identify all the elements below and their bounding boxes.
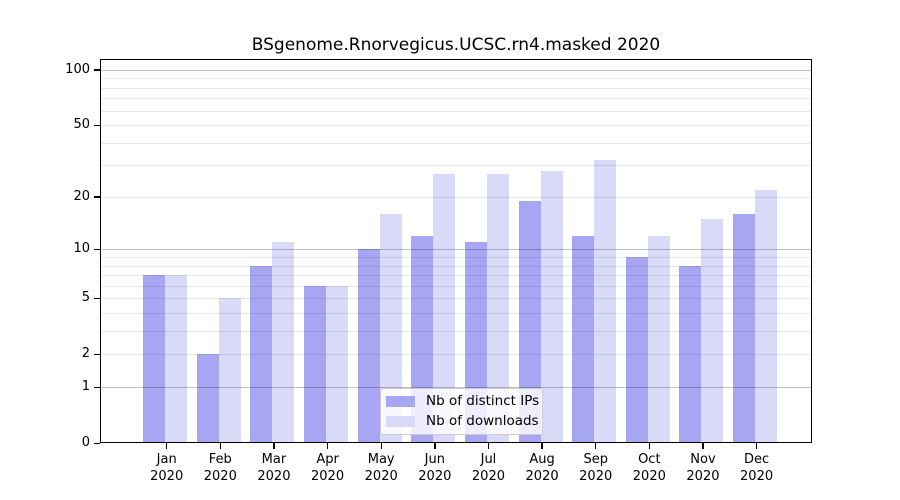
bar-jan-downloads	[165, 275, 188, 444]
gridline-8	[100, 265, 812, 267]
x-tick-label-mar: Mar 2020	[257, 452, 291, 485]
bar-feb-ips	[196, 354, 219, 444]
y-tick-5	[94, 297, 100, 300]
gridline-70	[100, 98, 812, 100]
x-tick-may	[380, 443, 382, 450]
x-tick-nov	[702, 443, 704, 450]
y-tick-label-2: 2	[81, 346, 90, 362]
x-tick-label-sep: Sep 2020	[579, 452, 613, 485]
gridline-20	[100, 196, 812, 198]
bar-may-ips	[357, 249, 380, 444]
gridline-40	[100, 142, 812, 144]
legend-entry-downloads: Nb of downloads	[386, 413, 539, 429]
chart-title: BSgenome.Rnorvegicus.UCSC.rn4.masked 202…	[251, 35, 661, 55]
y-tick-1	[94, 386, 100, 388]
gridline-5	[100, 298, 812, 300]
bar-mar-ips	[250, 265, 273, 444]
x-tick-feb	[219, 443, 222, 450]
x-tick-label-aug: Aug 2020	[525, 452, 559, 485]
y-tick-label-100: 100	[65, 61, 90, 77]
legend-swatch-distinct-ips	[386, 396, 415, 407]
x-tick-label-jun: Jun 2020	[418, 452, 452, 485]
gridline-100	[100, 69, 812, 71]
bar-jan-ips	[143, 275, 166, 444]
x-tick-sep	[595, 443, 597, 450]
y-tick-0	[94, 442, 100, 444]
x-tick-dec	[755, 443, 758, 450]
x-tick-label-may: May 2020	[364, 452, 398, 485]
bar-oct-ips	[625, 257, 648, 444]
y-tick-10	[94, 248, 100, 250]
legend: Nb of distinct IPs Nb of downloads	[380, 388, 543, 435]
x-tick-jan	[166, 443, 168, 450]
bar-aug-ips	[518, 200, 541, 444]
y-tick-2	[94, 353, 100, 356]
bar-nov-downloads	[701, 218, 724, 444]
bar-oct-downloads	[647, 235, 670, 444]
x-tick-label-apr: Apr 2020	[311, 452, 345, 485]
x-tick-label-jul: Jul 2020	[471, 452, 505, 485]
x-tick-label-oct: Oct 2020	[632, 452, 666, 485]
bar-sep-downloads	[594, 160, 617, 444]
bar-sep-ips	[572, 235, 595, 444]
bar-apr-ips	[304, 285, 327, 444]
bar-feb-downloads	[218, 298, 241, 444]
y-tick-label-0: 0	[81, 435, 90, 451]
bar-apr-downloads	[326, 285, 349, 444]
legend-swatch-downloads	[386, 416, 415, 427]
bar-jul-downloads	[486, 173, 509, 444]
x-tick-label-jan: Jan 2020	[150, 452, 184, 485]
gridline-7	[100, 275, 812, 277]
gridline-6	[100, 285, 812, 287]
gridline-60	[100, 110, 812, 112]
y-tick-label-1: 1	[81, 379, 90, 395]
y-tick-label-50: 50	[73, 117, 90, 133]
x-tick-mar	[273, 443, 275, 450]
bar-dec-downloads	[755, 189, 778, 444]
y-tick-50	[94, 124, 100, 126]
legend-label-distinct-ips: Nb of distinct IPs	[426, 393, 540, 409]
x-tick-jun	[434, 443, 436, 450]
y-tick-label-5: 5	[81, 290, 90, 306]
bar-nov-ips	[679, 265, 702, 444]
gridline-10	[100, 249, 812, 251]
bar-mar-downloads	[272, 242, 295, 444]
gridline-3	[100, 331, 812, 333]
x-tick-label-dec: Dec 2020	[740, 452, 774, 485]
bar-may-downloads	[379, 214, 402, 444]
legend-entry-distinct-ips: Nb of distinct IPs	[386, 393, 540, 409]
x-tick-oct	[648, 443, 651, 450]
x-tick-apr	[326, 443, 329, 450]
bar-jun-downloads	[433, 173, 456, 444]
gridline-2	[100, 354, 812, 356]
gridline-1	[100, 387, 812, 389]
x-tick-label-nov: Nov 2020	[686, 452, 720, 485]
y-tick-label-10: 10	[73, 241, 90, 257]
gridline-9	[100, 257, 812, 259]
bar-aug-downloads	[540, 170, 563, 444]
gridline-80	[100, 87, 812, 89]
gridline-4	[100, 313, 812, 315]
gridline-90	[100, 78, 812, 80]
x-tick-jul	[487, 443, 490, 450]
gridline-50	[100, 125, 812, 127]
y-tick-20	[94, 196, 100, 198]
plot-area	[100, 59, 812, 444]
bar-dec-ips	[733, 214, 756, 444]
x-tick-aug	[541, 443, 543, 450]
y-tick-100	[94, 69, 100, 71]
y-tick-label-20: 20	[73, 188, 90, 204]
gridline-30	[100, 165, 812, 167]
x-tick-label-feb: Feb 2020	[203, 452, 237, 485]
legend-label-downloads: Nb of downloads	[426, 413, 539, 429]
